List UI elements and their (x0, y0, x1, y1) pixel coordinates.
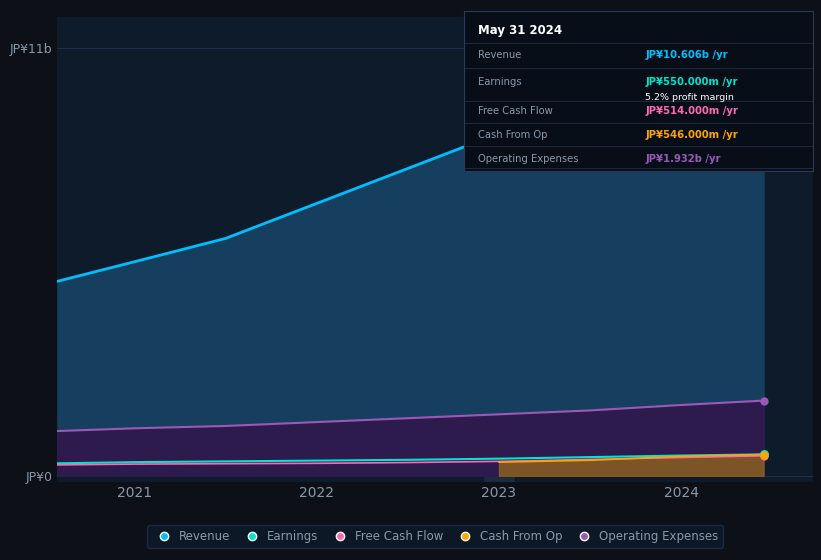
Text: Operating Expenses: Operating Expenses (478, 154, 578, 164)
Text: 5.2% profit margin: 5.2% profit margin (645, 92, 734, 101)
Text: JP¥10.606b /yr: JP¥10.606b /yr (645, 50, 728, 60)
Text: Earnings: Earnings (478, 77, 521, 87)
Text: Cash From Op: Cash From Op (478, 130, 548, 140)
Point (757, 396, 770, 405)
Point (757, 450, 770, 459)
Point (757, 59, 770, 68)
Text: May 31 2024: May 31 2024 (478, 24, 562, 37)
Point (757, 451, 770, 460)
Text: Free Cash Flow: Free Cash Flow (478, 106, 553, 116)
Text: JP¥514.000m /yr: JP¥514.000m /yr (645, 106, 738, 116)
Text: JP¥1.932b /yr: JP¥1.932b /yr (645, 154, 721, 164)
Text: Revenue: Revenue (478, 50, 521, 60)
Text: JP¥546.000m /yr: JP¥546.000m /yr (645, 130, 738, 140)
Text: JP¥550.000m /yr: JP¥550.000m /yr (645, 77, 738, 87)
Point (757, 450, 770, 459)
Legend: Revenue, Earnings, Free Cash Flow, Cash From Op, Operating Expenses: Revenue, Earnings, Free Cash Flow, Cash … (147, 525, 723, 548)
